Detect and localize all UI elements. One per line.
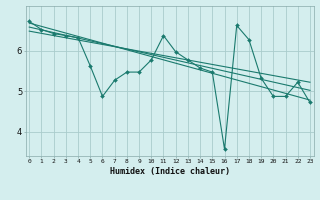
X-axis label: Humidex (Indice chaleur): Humidex (Indice chaleur) xyxy=(109,167,230,176)
